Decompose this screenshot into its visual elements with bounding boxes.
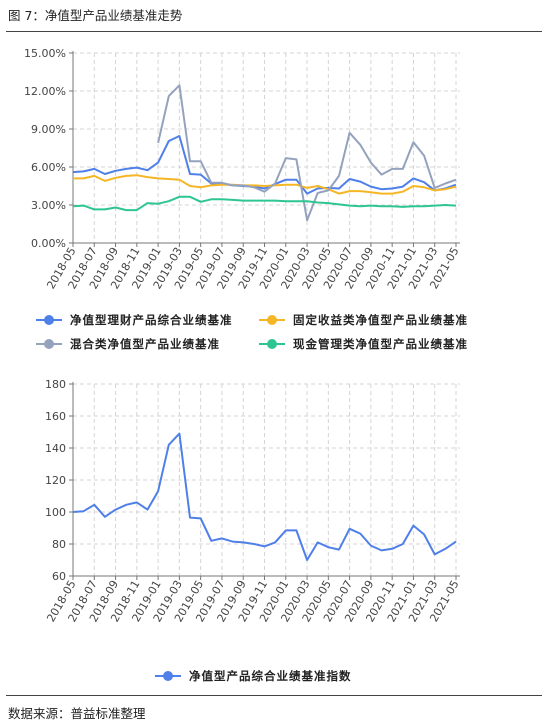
top-rule — [6, 31, 542, 32]
legend-marker — [267, 315, 277, 325]
legend-marker — [267, 339, 277, 349]
chart2-legend: 净值型产品综合业绩基准指数 — [155, 669, 352, 683]
chart2-series — [72, 432, 457, 561]
figure-title: 图 7：净值型产品业绩基准走势 — [8, 8, 183, 23]
legend-label: 固定收益类净值型产品业绩基准 — [293, 313, 468, 327]
y-tick-label: 120 — [45, 474, 66, 487]
legend-label: 混合类净值型产品业绩基准 — [70, 337, 220, 351]
legend-label: 净值型理财产品综合业绩基准 — [70, 313, 233, 327]
chart-benchmark-index: 60801001201401601802018-052018-072018-09… — [44, 378, 461, 683]
series-line-2 — [73, 174, 457, 195]
y-tick-label: 12.00% — [24, 85, 66, 98]
legend-label: 现金管理类净值型产品业绩基准 — [293, 337, 468, 351]
chart-benchmark-yields: 0.00%3.00%6.00%9.00%12.00%15.00%2018-052… — [24, 47, 468, 351]
chart2-grid — [72, 383, 460, 576]
chart2-axis: 60801001201401601802018-052018-072018-09… — [44, 378, 461, 624]
bottom-rule — [6, 695, 542, 696]
y-tick-label: 160 — [45, 410, 66, 423]
y-tick-label: 6.00% — [31, 161, 66, 174]
y-tick-label: 15.00% — [24, 47, 66, 60]
series-line-3 — [157, 84, 457, 222]
y-tick-label: 100 — [45, 506, 66, 519]
legend-marker — [163, 671, 173, 681]
series-line-4 — [72, 195, 457, 212]
y-tick-label: 9.00% — [31, 123, 66, 136]
chart1-grid — [72, 52, 460, 243]
source-note: 数据来源：普益标准整理 — [8, 706, 146, 721]
y-tick-label: 0.00% — [31, 237, 66, 250]
series-line-1 — [72, 135, 457, 195]
legend-marker — [44, 315, 54, 325]
y-tick-label: 3.00% — [31, 199, 66, 212]
series-line-1 — [72, 432, 457, 561]
y-tick-label: 180 — [45, 378, 66, 391]
y-tick-label: 140 — [45, 442, 66, 455]
y-tick-label: 60 — [52, 570, 66, 583]
legend-marker — [44, 339, 54, 349]
y-tick-label: 80 — [52, 538, 66, 551]
legend-label: 净值型产品综合业绩基准指数 — [189, 669, 352, 683]
chart1-series — [72, 84, 457, 222]
